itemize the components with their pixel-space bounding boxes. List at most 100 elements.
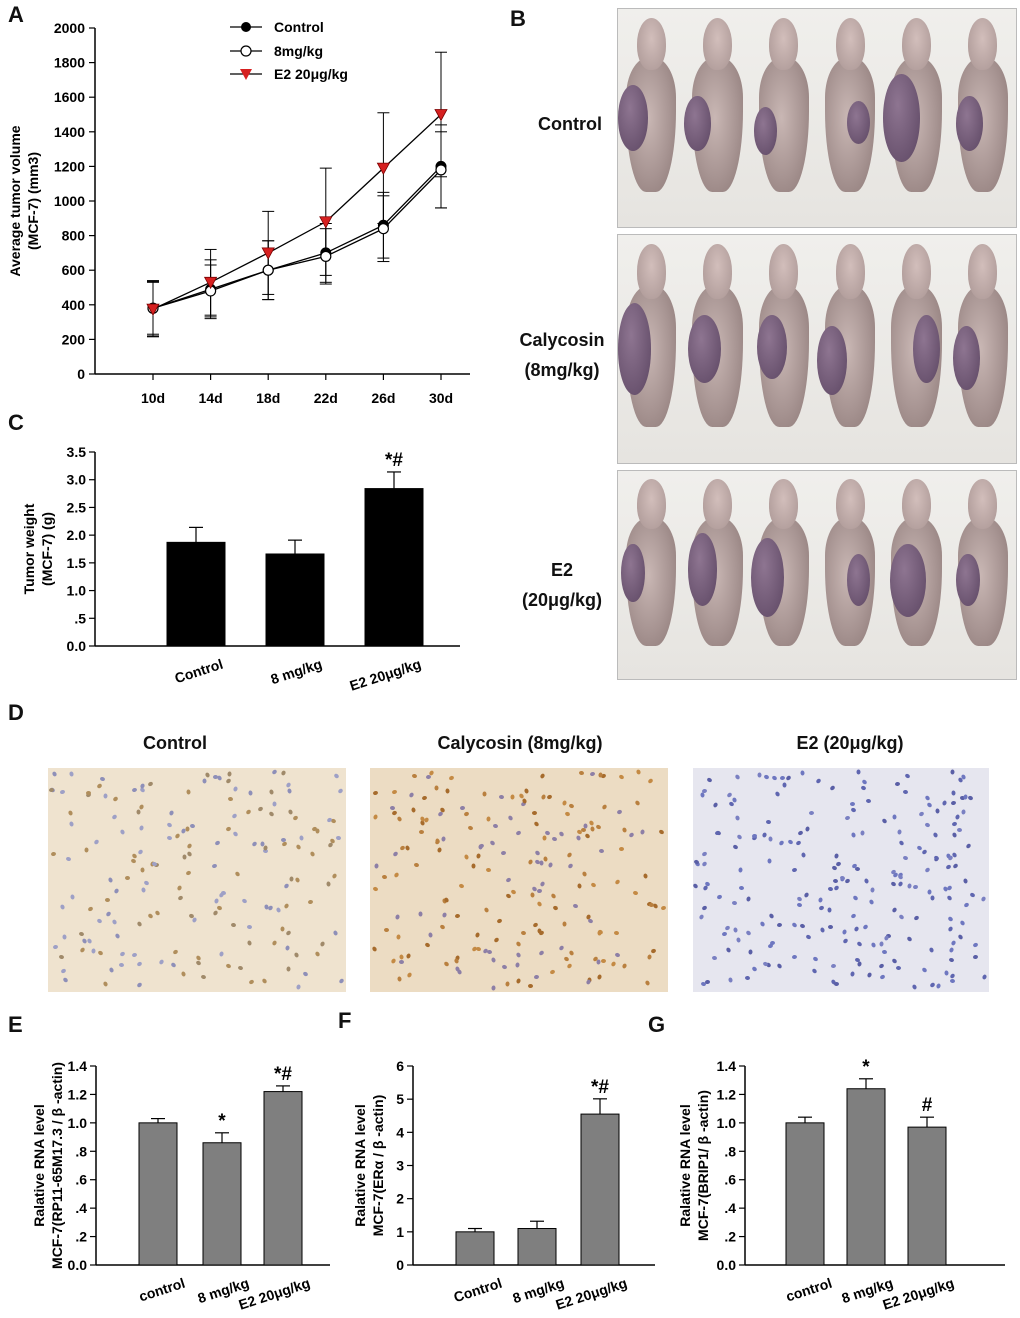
mice-photo-control bbox=[617, 8, 1017, 228]
ihc-cell bbox=[396, 934, 401, 941]
ihc-cell bbox=[819, 926, 826, 933]
ihc-cell bbox=[532, 821, 540, 828]
ihc-cell bbox=[700, 905, 708, 912]
ihc-cell bbox=[737, 867, 743, 874]
tumor bbox=[846, 100, 871, 145]
ihc-cell bbox=[950, 769, 955, 775]
ihc-cell bbox=[923, 795, 931, 802]
ihc-cell bbox=[895, 965, 902, 971]
ihc-cell bbox=[62, 976, 69, 984]
ihc-cell bbox=[107, 876, 114, 883]
chart-a-series-line bbox=[152, 114, 442, 310]
ihc-cell bbox=[850, 913, 858, 920]
ihc-cell bbox=[51, 770, 58, 777]
ihc-cell bbox=[287, 788, 293, 795]
ihc-cell bbox=[562, 921, 567, 927]
ihc-cell bbox=[158, 958, 165, 965]
ihc-cell bbox=[538, 950, 545, 957]
chart-a-legend-label: 8mg/kg bbox=[274, 43, 323, 59]
ihc-cell bbox=[231, 813, 238, 820]
ihc-cell bbox=[195, 960, 202, 967]
ihc-cell bbox=[146, 781, 154, 788]
ihc-cell bbox=[791, 867, 798, 873]
ihc-cell bbox=[601, 803, 608, 810]
ihc-cell bbox=[454, 965, 460, 972]
ihc-cell bbox=[268, 811, 275, 818]
ihc-cell bbox=[865, 798, 872, 804]
ihc-cell bbox=[138, 825, 145, 832]
chartF-bar bbox=[580, 1113, 620, 1266]
ihc-cell bbox=[214, 840, 221, 847]
chart-a-ytick-label: 400 bbox=[62, 297, 86, 313]
ihc-cell bbox=[548, 969, 556, 976]
ihc-image-control bbox=[48, 768, 346, 992]
ihc-cell bbox=[282, 882, 290, 889]
ihc-cell bbox=[112, 796, 120, 803]
ihc-cell bbox=[618, 773, 625, 780]
ihc-cell bbox=[90, 948, 96, 954]
ihc-cell bbox=[326, 880, 332, 887]
ihc-cell bbox=[527, 859, 534, 866]
ihc-cell bbox=[582, 870, 588, 878]
ihc-cell bbox=[523, 787, 529, 794]
ihc-cell bbox=[84, 847, 89, 853]
ihc-cell bbox=[972, 942, 979, 949]
chart-a-point-e2 bbox=[203, 276, 218, 290]
ihc-cell bbox=[412, 773, 418, 779]
ihc-cell bbox=[770, 774, 778, 781]
ihc-cell bbox=[731, 796, 738, 803]
ihc-cell bbox=[844, 877, 852, 884]
ihc-cell bbox=[949, 978, 955, 984]
mouse-head bbox=[702, 17, 733, 71]
ihc-cell bbox=[474, 932, 481, 939]
chartE-ytick-label: 1.2 bbox=[68, 1086, 88, 1102]
ihc-cell bbox=[566, 851, 573, 858]
chartE-ytick-label: .8 bbox=[75, 1143, 87, 1159]
ihc-cell bbox=[542, 835, 547, 841]
ihc-cell bbox=[119, 829, 126, 836]
ihc-cell bbox=[505, 876, 512, 883]
chart-a-point-e2 bbox=[434, 109, 448, 122]
ihc-cell bbox=[498, 794, 505, 800]
mouse-head bbox=[901, 17, 932, 71]
ihc-cell bbox=[963, 901, 970, 909]
ihc-cell bbox=[48, 787, 55, 793]
chartC-ytick-label: 2.5 bbox=[67, 499, 87, 515]
chart-a-ytick-label: 2000 bbox=[54, 20, 85, 36]
ihc-cell bbox=[154, 909, 161, 916]
ihc-cell bbox=[856, 960, 863, 967]
chartE-ytick-label: .2 bbox=[75, 1229, 87, 1245]
ihc-cell bbox=[271, 768, 278, 775]
tumor bbox=[952, 326, 980, 391]
chartG-xtick-label: E2 20μg/kg bbox=[881, 1275, 956, 1313]
ihc-cell bbox=[295, 843, 302, 850]
ihc-cell bbox=[967, 795, 974, 802]
ihc-cell bbox=[58, 953, 65, 960]
ihc-cell bbox=[52, 944, 59, 950]
ihc-cell bbox=[936, 982, 942, 990]
ihc-cell bbox=[833, 884, 840, 891]
chart-a-ytick-label: 0 bbox=[77, 366, 85, 382]
ihc-cell bbox=[950, 821, 958, 827]
ihc-cell bbox=[483, 906, 490, 913]
panel-label-g: G bbox=[648, 1012, 666, 1037]
ihc-cell bbox=[897, 880, 904, 888]
mouse-head bbox=[769, 244, 799, 299]
ihc-cell bbox=[734, 773, 741, 781]
ihc-cell bbox=[315, 828, 320, 834]
mice-photo-calycosin bbox=[617, 234, 1017, 464]
chartG-ytick-label: .4 bbox=[724, 1200, 736, 1216]
ihc-cell bbox=[890, 881, 897, 888]
chart-a-point-e2 bbox=[319, 216, 333, 229]
chart-a-xtick-label: 10d bbox=[141, 390, 165, 406]
ihc-cell bbox=[767, 912, 775, 919]
chartE-bar bbox=[202, 1142, 242, 1266]
ihc-cell bbox=[779, 775, 785, 781]
ihc-cell bbox=[185, 826, 190, 832]
ihc-cell bbox=[470, 945, 478, 952]
ihc-cell bbox=[738, 885, 744, 891]
chartG-ytick-label: 1.0 bbox=[717, 1115, 737, 1131]
mouse-head bbox=[636, 479, 666, 530]
ihc-cell bbox=[767, 858, 772, 864]
